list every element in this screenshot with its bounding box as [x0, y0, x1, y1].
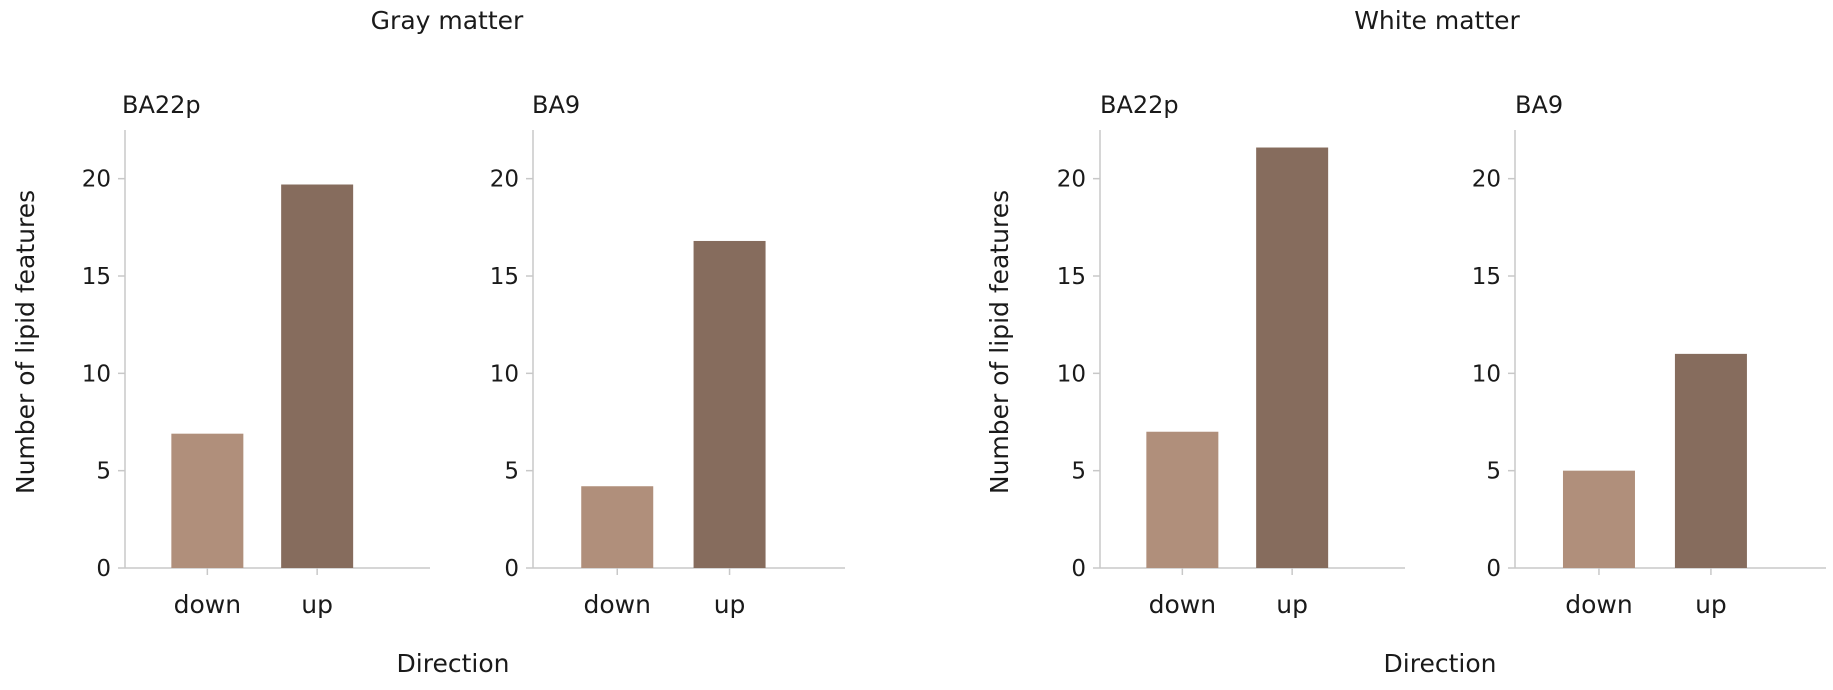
bar-up [693, 240, 766, 568]
y-tick-label: 5 [504, 459, 519, 485]
bar-down [1562, 470, 1635, 568]
x-tick-label: up [1276, 590, 1308, 619]
y-tick-label: 20 [490, 167, 519, 193]
y-tick-label: 5 [1071, 459, 1086, 485]
y-axis-title-gray: Number of lipid features [11, 190, 40, 494]
bar-up [1256, 147, 1329, 568]
panel-2: BA9 0 5 10 15 20 down up [490, 91, 845, 619]
x-tick-label: up [1695, 590, 1727, 619]
group-title-gray-matter: Gray matter [371, 6, 524, 35]
bar-down [1146, 431, 1219, 568]
x-tick-label: down [584, 590, 651, 619]
bar-down [581, 486, 654, 568]
y-tick-label: 0 [96, 556, 111, 582]
y-tick-label: 5 [96, 459, 111, 485]
y-axis-title-white: Number of lipid features [985, 190, 1014, 494]
bar-down [171, 433, 244, 568]
bar-up [1674, 353, 1747, 568]
y-tick-label: 15 [490, 264, 519, 290]
panel-title: BA9 [1515, 91, 1563, 119]
y-tick-label: 10 [1057, 361, 1086, 387]
bar-up [281, 184, 354, 569]
y-tick-label: 15 [82, 264, 111, 290]
x-tick-label: down [1149, 590, 1216, 619]
panel-1: BA22p 0 5 10 15 20 down up [82, 91, 430, 619]
y-tick-label: 20 [82, 167, 111, 193]
x-tick-label: up [714, 590, 746, 619]
x-axis-title-gray: Direction [397, 649, 510, 678]
panel-title: BA22p [1100, 91, 1179, 119]
y-tick-label: 0 [504, 556, 519, 582]
x-tick-label: down [174, 590, 241, 619]
y-tick-label: 10 [1472, 361, 1501, 387]
y-tick-label: 0 [1071, 556, 1086, 582]
y-tick-label: 15 [1057, 264, 1086, 290]
x-tick-label: down [1565, 590, 1632, 619]
x-tick-label: up [301, 590, 333, 619]
panel-4: BA9 0 5 10 15 20 down up [1472, 91, 1826, 619]
y-tick-label: 0 [1486, 556, 1501, 582]
y-tick-label: 20 [1472, 167, 1501, 193]
panel-3: BA22p 0 5 10 15 20 down up [1057, 91, 1405, 619]
y-tick-label: 10 [82, 361, 111, 387]
group-title-white-matter: White matter [1354, 6, 1520, 35]
x-axis-title-white: Direction [1384, 649, 1497, 678]
y-tick-label: 5 [1486, 459, 1501, 485]
panel-title: BA22p [122, 91, 201, 119]
y-tick-label: 15 [1472, 264, 1501, 290]
panel-title: BA9 [532, 91, 580, 119]
y-tick-label: 10 [490, 361, 519, 387]
y-tick-label: 20 [1057, 167, 1086, 193]
